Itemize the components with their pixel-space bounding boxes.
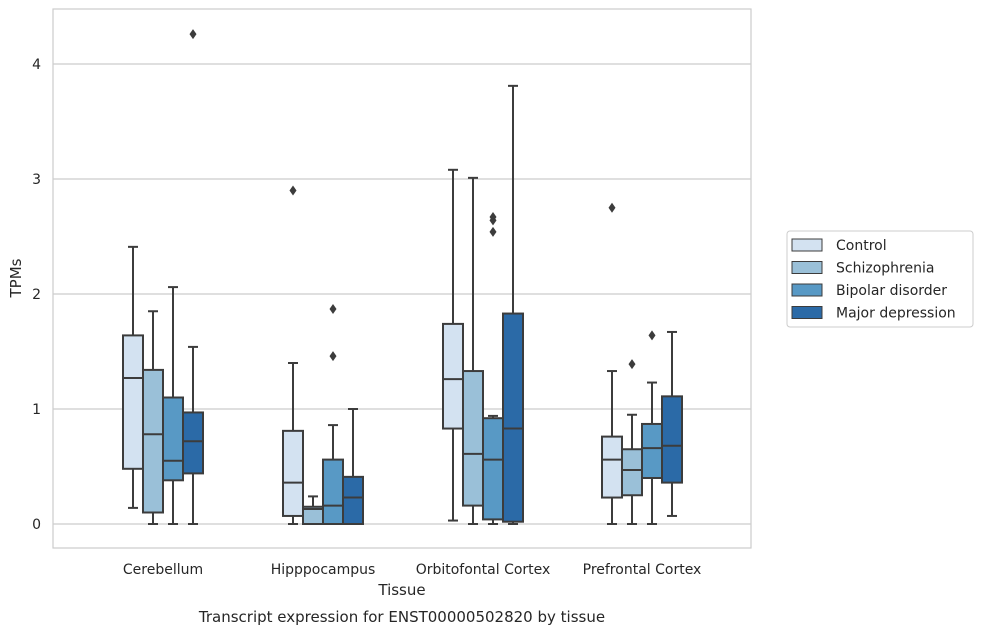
plot-frame [52,8,752,549]
box-control [442,168,464,522]
box-iqr [621,448,643,497]
legend-swatch [791,306,823,319]
x-tick-label: Prefrontal Cortex [583,562,702,578]
legend-swatch [791,238,823,252]
box-iqr [322,458,344,526]
y-tick-label: 2 [32,287,41,303]
legend-label: Schizophrenia [836,261,934,277]
y-tick-labels: 0 1 2 3 4 [32,57,41,533]
y-tick-label: 0 [32,517,41,533]
outlier-point [489,226,497,237]
outlier-point [289,185,297,196]
legend-frame [786,230,974,328]
x-tick-label: Cerebellum [123,562,203,578]
box-iqr [142,368,164,514]
box-major-depression [502,84,524,525]
box-bipolar-disorder [482,211,504,525]
box-iqr [342,475,364,526]
y-tick-label: 3 [32,172,41,188]
legend-swatch [791,283,823,297]
box-bipolar-disorder [322,303,344,526]
box-iqr [282,429,304,517]
y-axis-label: TPMs [7,258,25,298]
box-iqr [502,312,524,523]
box-control [282,185,304,525]
x-axis-label: Tissue [377,581,425,599]
x-tick-labels: Cerebellum Hipppocampus Orbitofontal Corte… [123,562,701,578]
legend-label: Control [836,238,887,254]
y-tick-label: 4 [32,57,41,73]
box-major-depression [342,408,364,526]
outlier-point [329,351,337,362]
outlier-point [329,303,337,314]
box-major-depression [661,330,683,517]
legend-swatch [791,261,823,274]
x-tick-label: Hipppocampus [271,562,376,578]
box-iqr [482,417,504,521]
legend-label: Major depression [836,306,956,322]
x-tick-label: Orbitofontal Cortex [416,562,551,578]
outlier-point [608,202,616,213]
box-iqr [462,370,484,507]
box-iqr [641,422,663,480]
box-schizophrenia [621,359,643,525]
box-iqr [162,396,184,482]
chart-title: Transcript expression for ENST0000050282… [198,608,605,626]
legend-label: Bipolar disorder [836,283,947,299]
outlier-point [628,359,636,370]
outlier-point [648,330,656,341]
box-iqr [182,411,204,475]
y-tick-label: 1 [32,402,41,418]
box-schizophrenia [462,176,484,525]
box-iqr [661,395,683,484]
outlier-point [189,29,197,40]
box-major-depression [182,29,204,525]
box-iqr [442,322,464,430]
box-iqr [601,435,623,499]
box-control [122,245,144,509]
legend: Control Schizophrenia Bipolar disorder Majo… [786,230,974,328]
box-marks [122,29,683,526]
outlier-point [489,211,497,222]
box-iqr [122,334,144,470]
